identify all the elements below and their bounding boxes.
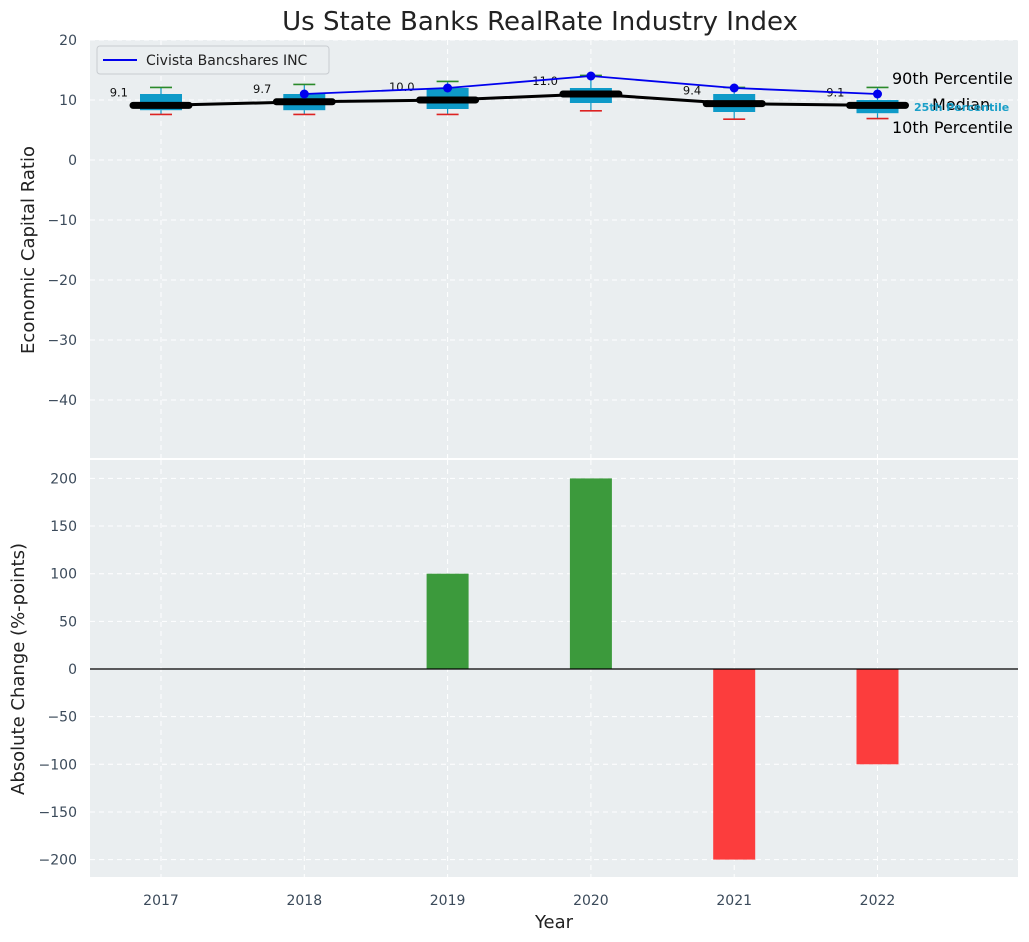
x-tick-label: 2022 — [860, 893, 896, 909]
annotation-90th: 90th Percentile — [892, 69, 1013, 88]
change-bar-2021 — [713, 669, 756, 860]
bottom-panel: 200 150 100 50 0 −50 −100 −150 −200 2017 2018 2019 2… — [39, 458, 1018, 909]
company-point — [729, 83, 739, 93]
top-y-tick-label: 0 — [68, 153, 77, 169]
x-tick-label: 2017 — [143, 893, 179, 909]
change-bar-2020 — [569, 478, 612, 669]
legend-entry: Civista Bancshares INC — [146, 53, 308, 69]
bottom-y-tick-label: −100 — [39, 757, 77, 773]
x-tick-label: 2019 — [430, 893, 466, 909]
x-tick-label: 2018 — [286, 893, 322, 909]
median-value-label: 9.7 — [253, 82, 271, 96]
annotation-25th: 25th Percentile — [914, 101, 1009, 114]
bottom-y-tick-label: −50 — [47, 710, 77, 726]
x-tick-label: 2020 — [573, 893, 609, 909]
median-value-label: 11.0 — [532, 74, 558, 88]
company-point — [586, 71, 596, 81]
top-y-tick-label: −20 — [47, 273, 77, 289]
annotation-median: Median — [932, 95, 990, 114]
bottom-y-tick-label: 100 — [50, 567, 77, 583]
change-bar-2022 — [856, 669, 899, 765]
x-axis-label: Year — [534, 912, 574, 933]
company-point — [299, 89, 309, 99]
median-value-label: 9.1 — [110, 85, 128, 99]
company-point — [443, 83, 453, 93]
bottom-ylabel: Absolute Change (%-points) — [8, 543, 29, 795]
median-value-label: 10.0 — [389, 80, 415, 94]
percentile-annotations: 90th Percentile Median 25th Percentile 1… — [892, 69, 1013, 137]
bottom-y-tick-label: −150 — [39, 805, 77, 821]
legend-box — [96, 45, 330, 75]
change-bar-2019 — [426, 573, 469, 669]
bottom-y-tick-label: 200 — [50, 471, 77, 487]
x-tick-label: 2021 — [716, 893, 752, 909]
bottom-y-tick-label: −200 — [39, 853, 77, 869]
bottom-y-tick-label: 50 — [59, 614, 77, 630]
bottom-y-tick-label: 150 — [50, 519, 77, 535]
legend: Civista Bancshares INC — [96, 45, 330, 75]
top-y-tick-label: −10 — [47, 213, 77, 229]
annotation-10th: 10th Percentile — [892, 118, 1013, 137]
bottom-y-tick-label: 0 — [68, 662, 77, 678]
top-y-tick-label: −30 — [47, 333, 77, 349]
top-y-tick-label: −40 — [47, 393, 77, 409]
median-value-label: 9.4 — [683, 84, 701, 98]
chart-title: Us State Banks RealRate Industry Index — [282, 7, 798, 37]
company-point — [873, 89, 882, 99]
top-y-tick-label: 20 — [59, 33, 77, 49]
top-y-tick-label: 10 — [59, 93, 77, 109]
top-ylabel: Economic Capital Ratio — [18, 146, 39, 354]
